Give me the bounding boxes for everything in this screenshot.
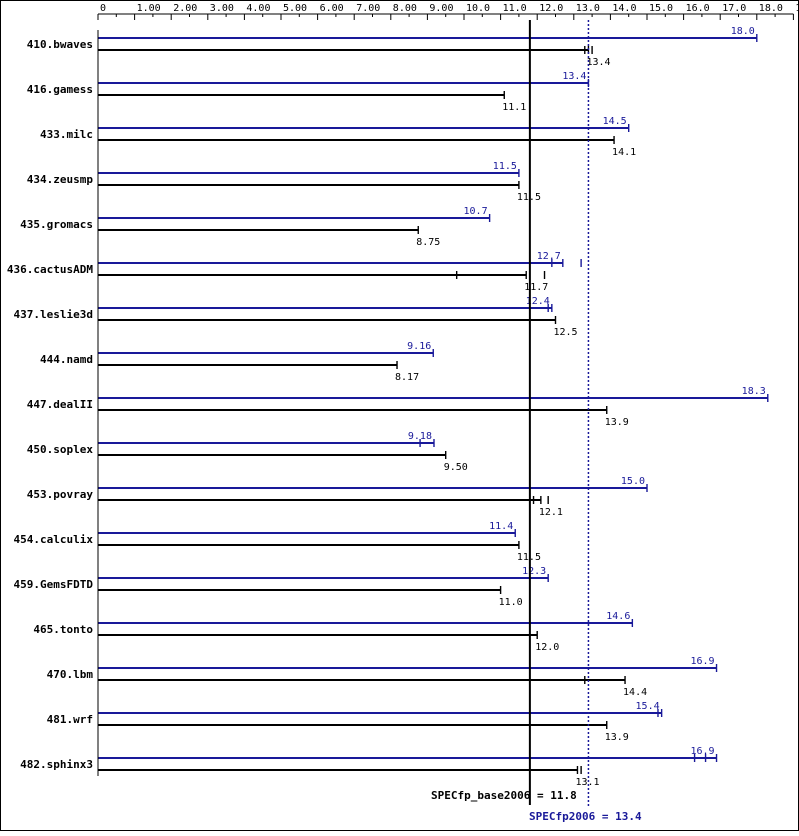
data-label-base: 12.0 bbox=[535, 642, 559, 653]
data-label-peak: 15.0 bbox=[621, 476, 645, 487]
data-label-peak: 9.18 bbox=[408, 431, 432, 442]
x-tick-label: 11.0 bbox=[503, 3, 527, 14]
data-label-peak: 10.7 bbox=[464, 206, 488, 217]
data-label-base: 11.7 bbox=[524, 282, 548, 293]
data-label-base: 12.1 bbox=[539, 507, 563, 518]
data-label-base: 11.1 bbox=[502, 102, 526, 113]
x-tick-label: 15.0 bbox=[649, 3, 673, 14]
x-tick-label: 1.00 bbox=[137, 3, 161, 14]
category-label: 434.zeusmp bbox=[27, 173, 94, 186]
category-label: 436.cactusADM bbox=[7, 263, 93, 276]
x-tick-label: 4.00 bbox=[246, 3, 270, 14]
x-tick-label: 18.0 bbox=[759, 3, 783, 14]
data-label-peak: 11.5 bbox=[493, 161, 517, 172]
x-tick-label: 9.00 bbox=[429, 3, 453, 14]
x-tick-label: 10.0 bbox=[466, 3, 490, 14]
data-label-peak: 11.4 bbox=[489, 521, 513, 532]
category-label: 444.namd bbox=[40, 353, 93, 366]
x-tick-label: 8.00 bbox=[393, 3, 417, 14]
category-label: 416.gamess bbox=[27, 83, 93, 96]
data-label-peak: 18.3 bbox=[742, 386, 766, 397]
data-label-base: 14.1 bbox=[612, 147, 636, 158]
category-label: 437.leslie3d bbox=[14, 308, 93, 321]
data-label-peak: 16.9 bbox=[690, 746, 714, 757]
data-label-base: 13.9 bbox=[605, 732, 629, 743]
data-label-base: 12.5 bbox=[554, 327, 578, 338]
x-tick-label: 19.0 bbox=[795, 3, 799, 14]
data-label-peak: 18.0 bbox=[731, 26, 755, 37]
x-tick-label: 16.0 bbox=[686, 3, 710, 14]
category-label: 450.soplex bbox=[27, 443, 94, 456]
data-label-peak: 15.4 bbox=[636, 701, 660, 712]
data-label-peak: 14.6 bbox=[606, 611, 630, 622]
category-label: 459.GemsFDTD bbox=[14, 578, 94, 591]
category-label: 481.wrf bbox=[47, 713, 93, 726]
category-label: 433.milc bbox=[40, 128, 93, 141]
data-label-peak: 14.5 bbox=[603, 116, 627, 127]
data-label-base: 14.4 bbox=[623, 687, 647, 698]
data-label-peak: 9.16 bbox=[407, 341, 431, 352]
data-label-peak: 13.4 bbox=[562, 71, 586, 82]
data-label-base: 8.75 bbox=[416, 237, 440, 248]
data-label-peak: 12.3 bbox=[522, 566, 546, 577]
data-label-peak: 16.9 bbox=[690, 656, 714, 667]
x-tick-label: 5.00 bbox=[283, 3, 307, 14]
x-tick-label: 13.0 bbox=[576, 3, 600, 14]
category-label: 435.gromacs bbox=[20, 218, 93, 231]
category-label: 465.tonto bbox=[33, 623, 93, 636]
data-label-base: 13.4 bbox=[586, 57, 610, 68]
data-label-base: 11.0 bbox=[499, 597, 523, 608]
category-label: 470.lbm bbox=[47, 668, 94, 681]
data-label-peak: 12.7 bbox=[537, 251, 561, 262]
reference-label-peak: SPECfp2006 = 13.4 bbox=[529, 810, 642, 823]
x-tick-label: 17.0 bbox=[722, 3, 746, 14]
data-label-base: 9.50 bbox=[444, 462, 468, 473]
data-label-peak: 12.4 bbox=[526, 296, 550, 307]
data-label-base: 13.9 bbox=[605, 417, 629, 428]
x-tick-label: 7.00 bbox=[356, 3, 380, 14]
category-label: 447.dealII bbox=[27, 398, 93, 411]
category-label: 410.bwaves bbox=[27, 38, 93, 51]
category-label: 454.calculix bbox=[14, 533, 94, 546]
x-tick-label: 0 bbox=[100, 3, 106, 14]
x-tick-label: 12.0 bbox=[539, 3, 563, 14]
reference-label-base: SPECfp_base2006 = 11.8 bbox=[431, 789, 577, 802]
x-tick-label: 2.00 bbox=[173, 3, 197, 14]
data-label-base: 8.17 bbox=[395, 372, 419, 383]
x-tick-label: 3.00 bbox=[210, 3, 234, 14]
x-tick-label: 6.00 bbox=[320, 3, 344, 14]
x-tick-label: 14.0 bbox=[612, 3, 636, 14]
category-label: 453.povray bbox=[27, 488, 94, 501]
data-label-base: 13.1 bbox=[575, 777, 599, 788]
category-label: 482.sphinx3 bbox=[20, 758, 93, 771]
